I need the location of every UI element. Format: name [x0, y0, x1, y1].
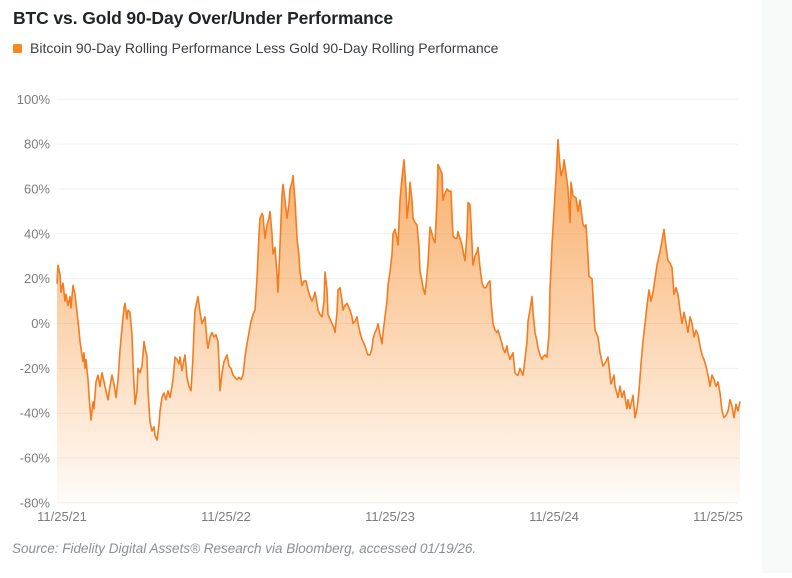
x-tick-label: 11/25/25	[693, 509, 743, 524]
y-tick-label: 100%	[17, 92, 51, 107]
y-tick-label: -20%	[20, 361, 51, 376]
y-tick-label: 0%	[31, 316, 50, 331]
y-tick-label: 40%	[24, 226, 50, 241]
y-axis-labels: 100% 80% 60% 40% 20% 0% -20% -40% -60% -80%	[17, 92, 51, 511]
right-margin-strip	[762, 0, 792, 573]
x-tick-label: 11/25/21	[37, 509, 87, 524]
source-attribution: Source: Fidelity Digital Assets® Researc…	[12, 541, 477, 556]
y-tick-label: 20%	[24, 271, 50, 286]
legend-swatch	[13, 43, 22, 53]
y-tick-label: -80%	[20, 495, 51, 510]
y-tick-label: -40%	[20, 406, 51, 421]
chart-title: BTC vs. Gold 90-Day Over/Under Performan…	[13, 8, 393, 28]
series-line	[56, 138, 741, 441]
legend: Bitcoin 90-Day Rolling Performance Less …	[13, 40, 498, 56]
y-tick-label: 60%	[24, 181, 50, 196]
y-tick-label: 80%	[24, 137, 50, 152]
x-tick-label: 11/25/23	[365, 509, 415, 524]
x-tick-label: 11/25/24	[529, 509, 579, 524]
x-axis-labels: 11/25/21 11/25/22 11/25/23 11/25/24 11/25/25	[37, 509, 743, 524]
series-area-fill	[57, 139, 740, 503]
y-tick-label: -60%	[20, 451, 51, 466]
x-tick-label: 11/25/22	[201, 509, 251, 524]
legend-label: Bitcoin 90-Day Rolling Performance Less …	[30, 40, 499, 56]
